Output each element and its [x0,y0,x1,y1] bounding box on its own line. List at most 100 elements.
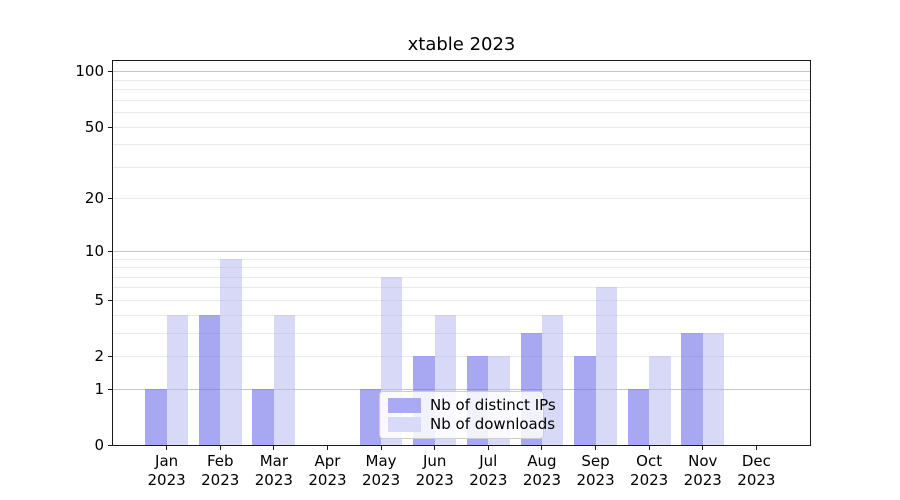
bar-downloads-sep [595,287,617,445]
x-axis-tick-mark [434,446,436,450]
x-axis-tick-mark [648,446,650,450]
bar-distinct-ips-sep [574,356,596,445]
bar-distinct-ips-mar [252,388,274,445]
gridline-minor [113,144,810,146]
x-axis-tick-mark [273,446,275,450]
bar-distinct-ips-may [359,388,382,445]
y-axis-tick-label: 2 [94,347,104,366]
y-axis-tick-label: 1 [94,379,104,398]
x-axis-tick-mark [755,446,757,450]
x-axis-tick-mark [326,446,328,450]
gridline-major [113,71,810,73]
gridline-major [113,250,810,252]
x-tick-month: Nov [688,452,718,470]
x-tick-year: 2023 [415,471,454,489]
x-tick-year: 2023 [308,471,347,489]
bar-downloads-jan [166,314,188,445]
gridline-minor [113,112,810,114]
y-axis-tick-mark [108,388,113,390]
y-axis-tick-mark [108,126,113,128]
bar-distinct-ips-feb [198,314,221,445]
x-axis-tick-mark [487,446,489,450]
bar-distinct-ips-nov [681,332,703,445]
y-axis-tick-mark [108,250,113,252]
gridline-minor [113,126,810,128]
bar-downloads-mar [273,314,296,445]
y-axis-tick-label: 50 [84,117,104,136]
x-axis-tick-mark [541,446,543,450]
x-tick-month: Mar [259,452,288,470]
x-tick-month: Jun [422,452,447,470]
x-axis-tick-mark [380,446,382,450]
gridline-minor [113,314,810,316]
legend-item-downloads: Nb of downloads [388,416,555,433]
y-axis-tick-label: 100 [75,62,104,81]
gridline-minor [113,166,810,168]
y-axis-tick-mark [108,445,113,446]
gridline-minor [113,299,810,301]
bar-downloads-aug [541,314,564,445]
x-axis-tick-label: May 2023 [353,452,409,490]
x-tick-year: 2023 [147,471,186,489]
x-tick-month: Dec [741,452,771,470]
x-axis-tick-label: Dec 2023 [728,452,784,490]
gridline-minor [113,89,810,91]
gridline-minor [113,198,810,200]
x-tick-year: 2023 [522,471,562,489]
x-tick-year: 2023 [576,471,615,489]
legend-label-distinct-ips: Nb of distinct IPs [430,395,556,414]
bar-downloads-nov [702,332,725,445]
gridline-minor [113,356,810,358]
x-tick-month: Jan [155,452,179,470]
x-tick-year: 2023 [630,471,669,489]
x-axis-tick-label: Mar 2023 [246,452,302,490]
x-axis-tick-mark [219,446,221,450]
x-tick-month: Aug [527,452,557,470]
gridline-minor [113,267,810,269]
y-axis-tick-mark [108,356,113,358]
y-axis-tick-label: 10 [84,241,104,260]
x-axis-tick-label: Oct 2023 [621,452,677,490]
x-axis-tick-label: Nov 2023 [675,452,731,490]
bar-downloads-oct [649,356,671,445]
x-tick-month: Jul [479,452,498,470]
y-axis-tick-mark [108,71,113,73]
chart-title: xtable 2023 [407,34,516,55]
x-axis-tick-mark [595,446,597,450]
x-axis-tick-label: Jun 2023 [407,452,463,490]
x-tick-month: Feb [206,452,234,470]
legend-label-downloads: Nb of downloads [430,415,556,434]
x-tick-year: 2023 [361,471,401,489]
x-axis-tick-mark [702,446,704,450]
x-tick-month: Sep [581,452,610,470]
x-tick-month: Oct [636,452,663,470]
x-axis-tick-label: Aug 2023 [514,452,570,490]
y-axis-tick-label: 5 [94,290,104,309]
gridline-minor [113,79,810,81]
legend-swatch-distinct-ips-icon [388,397,421,413]
x-axis-tick-label: Jan 2023 [139,452,195,490]
y-axis-tick-mark [108,299,113,301]
y-axis-tick-mark [108,198,113,200]
x-axis-tick-label: Jul 2023 [460,452,516,490]
x-tick-year: 2023 [737,471,776,489]
gridline-minor [113,287,810,289]
gridline-minor [113,99,810,101]
legend-item-distinct-ips: Nb of distinct IPs [388,396,556,414]
x-tick-year: 2023 [683,471,722,489]
x-tick-month: Apr [314,452,341,470]
x-tick-year: 2023 [201,471,240,489]
bar-distinct-ips-oct [627,388,650,445]
gridline-minor [113,276,810,278]
x-tick-month: May [365,452,397,470]
bar-downloads-feb [220,258,242,445]
gridline-major [113,388,810,390]
x-axis-tick-label: Feb 2023 [192,452,248,490]
plot-area [112,60,811,446]
x-tick-year: 2023 [254,471,293,489]
legend: Nb of distinct IPs Nb of downloads [379,391,556,439]
y-axis-tick-label: 20 [84,189,104,208]
x-tick-year: 2023 [469,471,508,489]
bar-distinct-ips-jan [145,388,167,445]
y-axis-tick-label: 0 [94,436,104,454]
